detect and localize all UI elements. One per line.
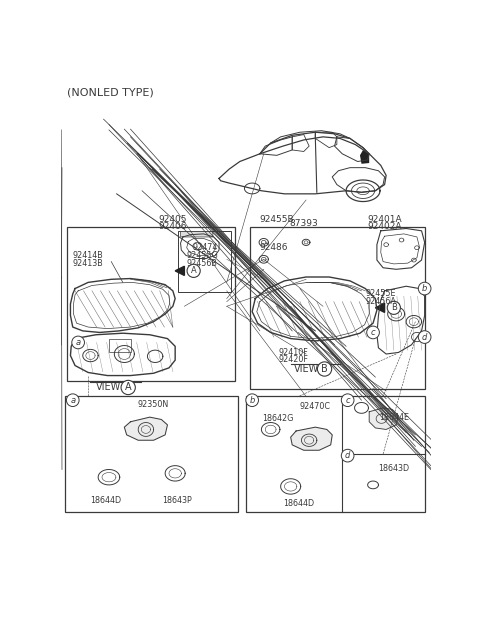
- Text: b: b: [250, 396, 255, 404]
- Text: VIEW: VIEW: [96, 383, 121, 392]
- Text: 92455B: 92455B: [260, 215, 295, 224]
- Text: 92486: 92486: [260, 243, 288, 252]
- Text: 92410F: 92410F: [278, 348, 308, 357]
- Polygon shape: [369, 408, 398, 429]
- Text: a: a: [70, 396, 75, 404]
- Text: A: A: [125, 383, 132, 392]
- Text: a: a: [75, 338, 81, 347]
- Text: 92402A: 92402A: [368, 222, 402, 231]
- Text: c: c: [371, 328, 375, 337]
- Polygon shape: [124, 417, 168, 440]
- FancyBboxPatch shape: [246, 396, 425, 512]
- Text: 18643P: 18643P: [162, 497, 192, 506]
- Text: 92456B: 92456B: [187, 259, 217, 268]
- Text: b: b: [422, 284, 427, 293]
- Text: 92350N: 92350N: [138, 401, 169, 410]
- FancyBboxPatch shape: [65, 396, 238, 512]
- Text: 18644D: 18644D: [90, 497, 121, 506]
- Text: c: c: [345, 396, 350, 404]
- Polygon shape: [291, 427, 332, 451]
- Polygon shape: [375, 303, 384, 312]
- Text: 92456A: 92456A: [365, 297, 396, 306]
- Text: 18642G: 18642G: [263, 414, 294, 423]
- Text: 18644D: 18644D: [283, 499, 314, 508]
- Polygon shape: [360, 150, 369, 164]
- Text: 92414B: 92414B: [73, 251, 104, 260]
- Text: B: B: [321, 364, 328, 374]
- Text: 92401A: 92401A: [368, 215, 402, 224]
- Text: 92470C: 92470C: [300, 402, 331, 411]
- Text: 92420F: 92420F: [278, 355, 308, 364]
- Text: d: d: [345, 451, 350, 460]
- FancyBboxPatch shape: [67, 227, 235, 381]
- Text: 18643D: 18643D: [378, 465, 409, 474]
- Text: (NONLED TYPE): (NONLED TYPE): [67, 88, 154, 97]
- Text: VIEW: VIEW: [293, 364, 319, 374]
- Text: 92455E: 92455E: [365, 289, 396, 298]
- Polygon shape: [175, 266, 184, 275]
- Text: A: A: [191, 266, 196, 275]
- Text: 87393: 87393: [289, 219, 318, 228]
- Text: B: B: [391, 303, 397, 312]
- Text: 18644E: 18644E: [379, 413, 409, 422]
- Text: 92413B: 92413B: [73, 259, 104, 268]
- Text: 92405: 92405: [158, 215, 187, 224]
- Text: d: d: [422, 333, 427, 342]
- FancyBboxPatch shape: [109, 339, 131, 353]
- FancyBboxPatch shape: [250, 227, 425, 388]
- FancyBboxPatch shape: [178, 231, 230, 292]
- Text: 92406: 92406: [158, 222, 187, 231]
- FancyBboxPatch shape: [180, 232, 213, 237]
- Text: 92474: 92474: [192, 243, 217, 252]
- Text: 92455G: 92455G: [187, 251, 218, 260]
